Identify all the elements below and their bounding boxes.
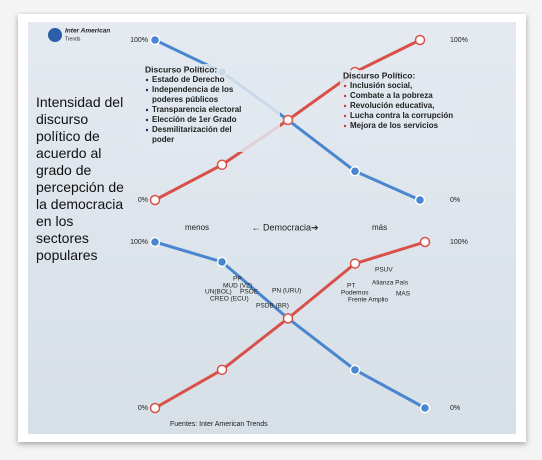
logo-icon (48, 28, 62, 42)
y2-tick-label: 0% (450, 197, 460, 204)
marker (419, 402, 431, 414)
bullet (343, 114, 347, 118)
box-title: Discurso Político: (343, 70, 415, 80)
marker (216, 256, 228, 268)
slide-title: Intensidad del discurso político de acue… (36, 94, 124, 263)
bullet (145, 78, 149, 82)
box-item: Desmilitarización del poder (152, 125, 234, 144)
bullet (145, 118, 149, 122)
marker (149, 236, 161, 248)
logo: Inter American (65, 28, 110, 35)
bullet (145, 108, 149, 112)
marker (149, 34, 161, 46)
y2-tick-label: 100% (450, 239, 468, 246)
annotation: PP (233, 276, 242, 283)
text-box-bg (340, 70, 470, 144)
box-item: Mejora de los servicios (350, 121, 439, 130)
annotation: Frente Amplio (348, 297, 388, 304)
marker (149, 402, 161, 414)
y-tick-label: 0% (138, 197, 148, 204)
box-item-line: poderes públicos (152, 95, 219, 104)
annotation: PSOE (240, 289, 259, 296)
marker (282, 114, 294, 126)
y-tick-label: 0% (138, 405, 148, 412)
annotation: PT (347, 283, 355, 290)
annotation: CREO (ECU) (210, 296, 249, 303)
marker (419, 236, 431, 248)
y2-tick-label: 0% (450, 405, 460, 412)
marker (414, 34, 426, 46)
annotation: MUD (VZ) (223, 283, 252, 290)
annotation: PSUV (375, 267, 393, 274)
marker (282, 313, 294, 324)
annotation: MAS (396, 291, 411, 298)
logo-sub: Trends (65, 36, 81, 42)
y-tick-label: 100% (130, 239, 148, 246)
bullet (343, 104, 347, 108)
bullet (343, 94, 347, 98)
marker (349, 258, 361, 269)
annotation: Alianza País (372, 280, 409, 287)
annotation: UN(BOL) (205, 289, 232, 296)
box-item: Elección de 1er Grado (152, 115, 237, 124)
box-item-line: Independencia de los (152, 85, 236, 94)
box-item: Lucha contra la corrupción (350, 111, 453, 120)
y-tick-label: 100% (130, 37, 148, 44)
y2-tick-label: 100% (450, 37, 468, 44)
box-item: Inclusión social, (350, 81, 412, 90)
axis-low: menos (185, 223, 209, 232)
bullet (145, 88, 149, 92)
box-item: Independencia de los poderes públicos (152, 85, 236, 104)
annotation: Podemos (341, 290, 369, 297)
bullet (343, 124, 347, 128)
text-box-bg (142, 64, 280, 152)
box-item-line: Desmilitarización del (152, 125, 234, 134)
box-item: Revolución educativa, (350, 101, 434, 110)
marker (414, 194, 426, 206)
axis-high: más (372, 223, 387, 232)
marker (216, 364, 228, 376)
axis-label: ← Democracia➔ (251, 222, 319, 232)
bullet (145, 128, 149, 132)
marker (349, 364, 361, 376)
box-item: Estado de Derecho (152, 75, 225, 84)
marker (149, 194, 161, 206)
annotation: PN (URU) (272, 288, 301, 295)
box-item: Transparencia electoral (152, 105, 241, 114)
marker (216, 159, 228, 171)
box-item: Combate a la pobreza (350, 91, 433, 100)
source: Fuentes: Inter American Trends (170, 421, 268, 428)
annotation: PSDB (BR) (256, 303, 289, 310)
marker (349, 165, 361, 177)
box-title: Discurso Político: (145, 64, 217, 74)
bullet (343, 84, 347, 88)
box-item-line: poder (152, 135, 174, 144)
